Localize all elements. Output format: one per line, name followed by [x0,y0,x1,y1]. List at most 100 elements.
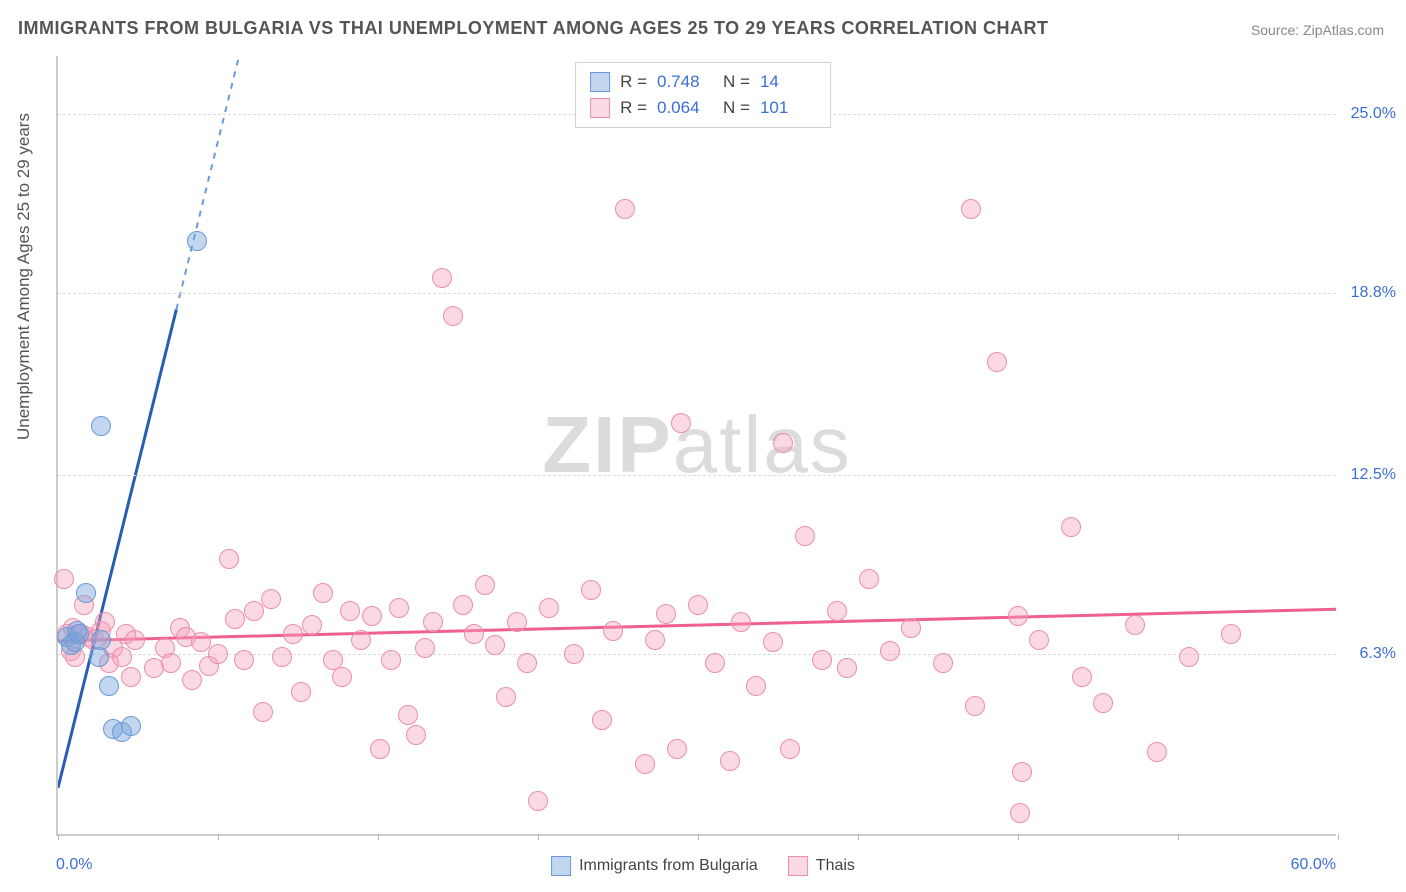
data-point [219,549,239,569]
legend-row-2: R = 0.064 N = 101 [590,95,816,121]
data-point [635,754,655,774]
data-point [496,687,516,707]
data-point [182,670,202,690]
data-point [859,569,879,589]
gridline [58,475,1336,476]
watermark: ZIPatlas [542,399,851,491]
data-point [91,630,111,650]
data-point [773,433,793,453]
legend-label-1: Immigrants from Bulgaria [579,857,758,875]
data-point [720,751,740,771]
x-tick-mark [218,834,219,840]
data-point [313,583,333,603]
data-point [261,589,281,609]
data-point [961,199,981,219]
data-point [795,526,815,546]
data-point [539,598,559,618]
data-point [603,621,623,641]
legend-n-label-1: N = [723,69,750,95]
data-point [705,653,725,673]
data-point [125,630,145,650]
legend-item-2: Thais [788,856,855,876]
source-label: Source: ZipAtlas.com [1251,22,1384,38]
data-point [671,413,691,433]
y-axis-label: Unemployment Among Ages 25 to 29 years [14,113,34,440]
data-point [1179,647,1199,667]
legend-item-1: Immigrants from Bulgaria [551,856,758,876]
data-point [76,583,96,603]
data-point [667,739,687,759]
data-point [901,618,921,638]
data-point [581,580,601,600]
data-point [517,653,537,673]
correlation-legend: R = 0.748 N = 14 R = 0.064 N = 101 [575,62,831,128]
data-point [398,705,418,725]
data-point [340,601,360,621]
x-tick-mark [1018,834,1019,840]
legend-n-value-2: 101 [760,95,816,121]
data-point [121,716,141,736]
data-point [351,630,371,650]
data-point [965,696,985,716]
data-point [453,595,473,615]
data-point [272,647,292,667]
data-point [381,650,401,670]
y-tick-label: 18.8% [1340,284,1396,302]
data-point [564,644,584,664]
data-point [91,416,111,436]
data-point [283,624,303,644]
data-point [225,609,245,629]
data-point [933,653,953,673]
x-tick-mark [538,834,539,840]
legend-r-label-1: R = [620,69,647,95]
legend-row-1: R = 0.748 N = 14 [590,69,816,95]
data-point [763,632,783,652]
data-point [1061,517,1081,537]
data-point [656,604,676,624]
data-point [1072,667,1092,687]
data-point [1010,803,1030,823]
data-point [1147,742,1167,762]
data-point [688,595,708,615]
data-point [592,710,612,730]
x-axis-min-label: 0.0% [56,856,92,874]
data-point [423,612,443,632]
data-point [1093,693,1113,713]
data-point [406,725,426,745]
data-point [880,641,900,661]
data-point [432,268,452,288]
legend-n-value-1: 14 [760,69,816,95]
data-point [1029,630,1049,650]
data-point [528,791,548,811]
x-tick-mark [1338,834,1339,840]
data-point [1125,615,1145,635]
data-point [302,615,322,635]
data-point [234,650,254,670]
data-point [812,650,832,670]
chart-title: IMMIGRANTS FROM BULGARIA VS THAI UNEMPLO… [18,18,1049,39]
x-tick-mark [698,834,699,840]
legend-r-value-2: 0.064 [657,95,713,121]
data-point [645,630,665,650]
data-point [827,601,847,621]
x-tick-mark [378,834,379,840]
data-point [507,612,527,632]
data-point [780,739,800,759]
data-point [112,647,132,667]
swatch-series2 [590,98,610,118]
data-point [415,638,435,658]
data-point [99,676,119,696]
legend-r-label-2: R = [620,95,647,121]
data-point [362,606,382,626]
data-point [291,682,311,702]
data-point [837,658,857,678]
legend-label-2: Thais [816,857,855,875]
data-point [208,644,228,664]
data-point [389,598,409,618]
data-point [1012,762,1032,782]
data-point [746,676,766,696]
data-point [987,352,1007,372]
data-point [1221,624,1241,644]
y-tick-label: 12.5% [1340,466,1396,484]
x-tick-mark [1178,834,1179,840]
